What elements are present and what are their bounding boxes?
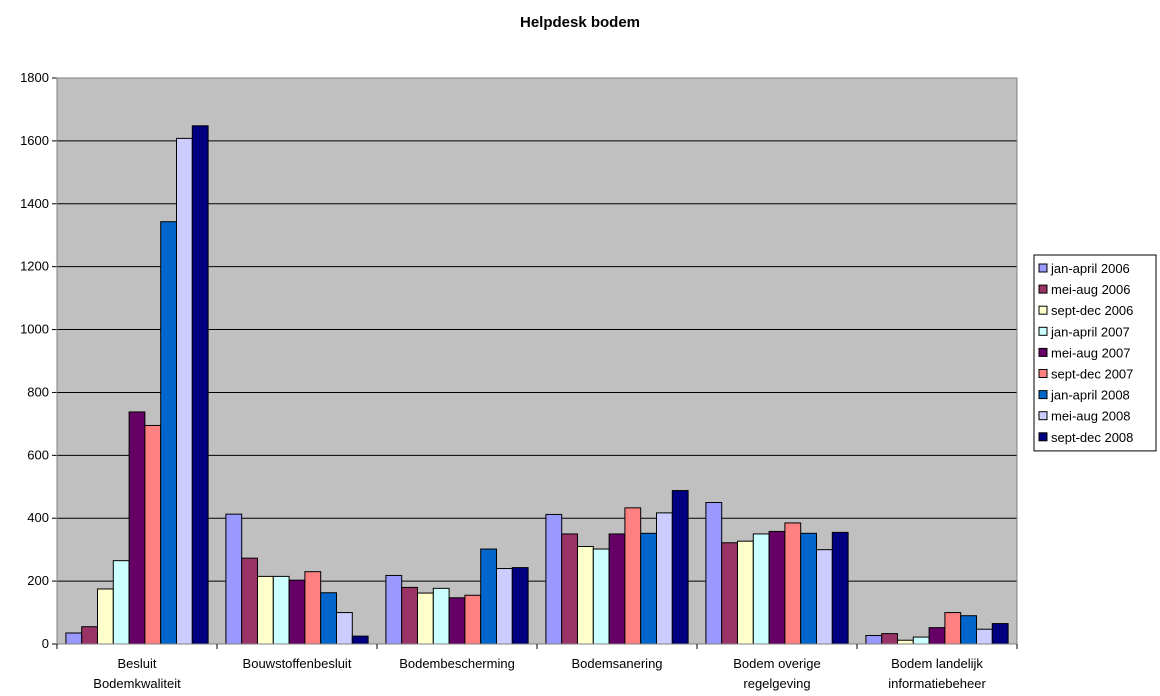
bar-mei-aug-2008-3 [656, 512, 673, 645]
y-tick-label: 800 [27, 384, 49, 399]
bar-jan-april-2007-0 [112, 560, 130, 645]
legend-swatch [1038, 432, 1048, 442]
x-category-label: Bouwstoffenbesluit [243, 656, 352, 671]
legend-swatch [1038, 347, 1048, 357]
y-tick-label: 400 [27, 510, 49, 525]
x-category-label: Bodem overige [733, 656, 820, 671]
bar-mei-aug-2007-2 [448, 597, 466, 645]
bar-jan-april-2008-4 [800, 532, 818, 645]
bar-jan-april-2006-5 [865, 635, 883, 645]
legend-label: sept-dec 2006 [1051, 303, 1133, 318]
legend-swatch [1038, 369, 1048, 378]
bar-mei-aug-2008-5 [976, 628, 993, 645]
bar-mei-aug-2007-5 [928, 627, 946, 645]
bar-jan-april-2006-2 [385, 574, 403, 645]
legend-label: jan-april 2006 [1050, 261, 1130, 276]
bar-jan-april-2007-2 [432, 587, 450, 645]
bar-jan-april-2007-1 [272, 575, 290, 645]
legend-swatch [1038, 326, 1048, 336]
bar-mei-aug-2006-1 [241, 557, 258, 645]
bar-sept-dec-2006-5 [897, 639, 914, 645]
bar-mei-aug-2007-3 [608, 533, 626, 645]
bar-jan-april-2007-5 [912, 636, 930, 645]
bar-sept-dec-2006-4 [737, 540, 754, 645]
bar-jan-april-2008-1 [320, 592, 338, 645]
y-tick-label: 1200 [20, 259, 49, 274]
bar-mei-aug-2006-4 [721, 542, 739, 645]
legend-label: jan-april 2007 [1050, 324, 1130, 339]
bar-sept-dec-2008-0 [191, 125, 209, 645]
legend-swatch [1038, 411, 1048, 421]
y-tick-label: 200 [27, 573, 49, 588]
legend-label: sept-dec 2008 [1051, 430, 1133, 445]
bar-jan-april-2008-3 [640, 532, 658, 645]
bar-jan-april-2006-0 [65, 632, 83, 645]
y-tick-label: 1400 [20, 196, 49, 211]
x-category-label: Bodemsanering [571, 656, 662, 671]
x-category-label: informatiebeheer [888, 676, 986, 691]
legend-label: mei-aug 2008 [1051, 409, 1131, 424]
bar-mei-aug-2006-0 [81, 626, 98, 645]
bar-sept-dec-2006-2 [417, 592, 434, 645]
bar-sept-dec-2007-5 [944, 612, 962, 645]
bar-mei-aug-2008-2 [496, 568, 513, 645]
bar-sept-dec-2008-2 [511, 567, 529, 645]
bar-mei-aug-2006-5 [881, 633, 899, 645]
y-tick-label: 1800 [20, 70, 49, 85]
bar-sept-dec-2008-5 [991, 623, 1009, 645]
legend-label: mei-aug 2007 [1051, 345, 1131, 360]
bar-mei-aug-2006-3 [561, 533, 579, 645]
plot-area: 0 200 400 600 800 1000 1200 1400 1600 1800 Besluit… [20, 70, 1018, 691]
x-category-label: Bodembescherming [399, 656, 515, 671]
bar-sept-dec-2008-1 [351, 635, 369, 645]
bar-jan-april-2008-0 [160, 221, 177, 645]
bar-jan-april-2006-1 [225, 513, 243, 645]
bar-sept-dec-2007-3 [624, 507, 642, 645]
legend-label: sept-dec 2007 [1051, 367, 1133, 382]
legend-swatch [1038, 263, 1048, 273]
bar-sept-dec-2006-0 [97, 588, 114, 645]
x-category-label: Bodemkwaliteit [93, 676, 181, 691]
x-category-label: Bodem landelijk [891, 656, 983, 671]
legend-swatch [1038, 284, 1048, 294]
legend-swatch [1038, 390, 1048, 400]
bar-jan-april-2008-2 [480, 548, 498, 645]
legend-box [1033, 254, 1157, 452]
bar-sept-dec-2007-4 [784, 522, 802, 645]
bar-sept-dec-2007-2 [464, 594, 482, 645]
legend-swatch [1038, 305, 1048, 315]
bar-sept-dec-2007-1 [304, 571, 322, 645]
bar-sept-dec-2008-4 [831, 531, 849, 645]
x-category-label: Besluit [117, 656, 156, 671]
chart-title: Helpdesk bodem [520, 14, 640, 31]
bar-mei-aug-2007-1 [288, 579, 306, 645]
bar-sept-dec-2006-3 [577, 546, 594, 645]
legend: jan-april 2006 mei-aug 2006 sept-dec 2006 j… [1033, 254, 1157, 452]
bar-mei-aug-2008-4 [816, 549, 833, 645]
bar-sept-dec-2007-0 [144, 424, 162, 645]
bar-mei-aug-2008-1 [336, 612, 353, 645]
bar-jan-april-2007-4 [752, 533, 770, 645]
legend-label: mei-aug 2006 [1051, 282, 1131, 297]
bar-mei-aug-2007-4 [768, 530, 786, 645]
legend-label: jan-april 2008 [1050, 388, 1130, 403]
bar-jan-april-2008-5 [960, 615, 978, 645]
y-tick-label: 0 [42, 636, 49, 651]
y-tick-label: 1600 [20, 133, 49, 148]
bar-sept-dec-2006-1 [257, 575, 274, 645]
bar-sept-dec-2008-3 [671, 490, 689, 645]
bar-mei-aug-2008-0 [176, 137, 193, 645]
y-tick-label: 1000 [20, 322, 49, 337]
y-tick-label: 600 [27, 447, 49, 462]
x-category-label: regelgeving [743, 676, 810, 691]
bar-jan-april-2006-3 [545, 513, 563, 645]
bar-mei-aug-2006-2 [401, 586, 419, 645]
bar-jan-april-2006-4 [705, 502, 723, 645]
bar-jan-april-2007-3 [592, 548, 610, 645]
bar-mei-aug-2007-0 [128, 411, 146, 645]
plot-background [57, 78, 1017, 644]
